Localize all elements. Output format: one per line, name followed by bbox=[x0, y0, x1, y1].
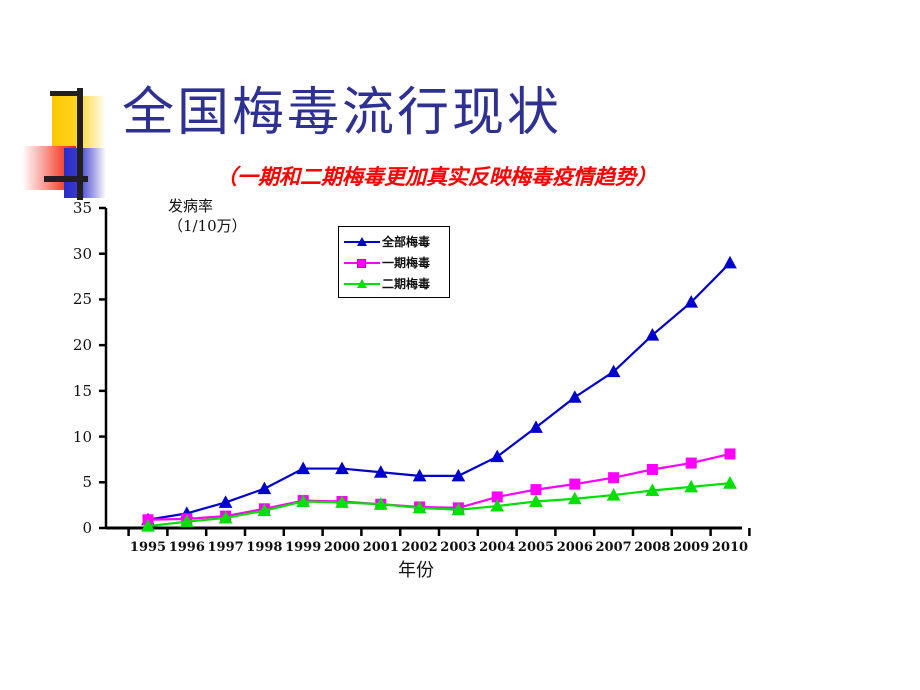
data-point bbox=[412, 500, 427, 514]
x-axis-tick-label: 2003 bbox=[440, 540, 477, 555]
data-point bbox=[645, 483, 660, 497]
logo-blue-square bbox=[64, 148, 106, 198]
y-axis-title-line2: （1/10万） bbox=[168, 217, 247, 236]
series-line bbox=[147, 262, 731, 521]
y-axis-tick-label: 0 bbox=[82, 519, 92, 537]
y-axis-tick-label: 15 bbox=[72, 381, 92, 400]
data-point bbox=[645, 328, 660, 341]
data-point bbox=[179, 514, 194, 528]
x-axis-tick-label: 2006 bbox=[556, 540, 593, 555]
data-point bbox=[451, 502, 466, 516]
page-title: 全国梅毒流行现状 bbox=[122, 85, 563, 142]
x-axis-tick-label: 2005 bbox=[517, 540, 555, 555]
legend-marker-all-syphilis bbox=[344, 235, 380, 249]
legend-item-2[interactable]: 二期梅毒 bbox=[344, 273, 444, 294]
legend-marker-secondary-syphilis bbox=[344, 277, 380, 291]
data-point bbox=[412, 468, 427, 482]
x-axis-tick-label: 2009 bbox=[673, 540, 710, 555]
data-point bbox=[218, 495, 233, 508]
series-1 bbox=[142, 448, 736, 526]
data-point bbox=[724, 448, 736, 460]
data-point bbox=[567, 390, 582, 403]
series-line bbox=[147, 452, 731, 521]
series-line bbox=[147, 482, 731, 528]
data-point bbox=[335, 495, 349, 508]
logo-horizontal-line-bottom bbox=[44, 176, 88, 182]
x-axis-title: 年份 bbox=[398, 560, 434, 581]
data-point bbox=[608, 472, 620, 484]
x-axis-tick-label: 1995 bbox=[129, 540, 167, 555]
y-axis-title: 发病率 （1/10万） bbox=[168, 196, 247, 237]
data-point bbox=[451, 468, 466, 482]
data-point bbox=[373, 465, 388, 478]
x-axis-tick-label: 1999 bbox=[285, 540, 322, 555]
data-point bbox=[296, 494, 311, 507]
chart-legend: 全部梅毒 一期梅毒 二期梅毒 bbox=[338, 226, 450, 298]
x-axis-tick-label: 2008 bbox=[634, 540, 671, 555]
x-axis-tick-label: 2002 bbox=[401, 540, 438, 555]
data-point bbox=[723, 476, 737, 489]
data-point bbox=[141, 519, 155, 532]
y-axis-tick-label: 5 bbox=[82, 473, 92, 492]
data-point bbox=[684, 479, 699, 493]
data-point bbox=[530, 484, 542, 496]
x-axis-tick-label: 1998 bbox=[246, 540, 283, 555]
data-point bbox=[606, 488, 621, 501]
y-axis-tick-label: 30 bbox=[72, 244, 92, 263]
series-2 bbox=[141, 476, 737, 532]
x-axis-tick-label: 2000 bbox=[323, 540, 361, 555]
page-subtitle: （一期和二期梅毒更加真实反映梅毒疫情趋势） bbox=[216, 164, 657, 189]
data-point bbox=[567, 491, 582, 505]
y-axis-tick-label: 25 bbox=[72, 290, 92, 309]
x-axis-tick-label: 2010 bbox=[711, 540, 749, 555]
y-axis-tick-label: 10 bbox=[72, 427, 92, 446]
x-axis-tick-label: 2001 bbox=[362, 540, 399, 555]
x-axis-tick-label: 1996 bbox=[168, 540, 205, 555]
logo-vertical-line bbox=[77, 88, 83, 200]
data-point bbox=[490, 499, 505, 512]
data-point bbox=[257, 481, 272, 495]
legend-marker-primary-syphilis bbox=[344, 256, 380, 270]
data-point bbox=[490, 449, 505, 463]
y-axis-tick-label: 20 bbox=[72, 336, 92, 355]
legend-label-2: 二期梅毒 bbox=[382, 277, 431, 291]
x-axis-tick-label: 1997 bbox=[207, 540, 244, 555]
data-point bbox=[646, 463, 658, 475]
legend-label-0: 全部梅毒 bbox=[382, 235, 431, 249]
data-point bbox=[606, 364, 621, 378]
data-point bbox=[529, 420, 543, 433]
data-point bbox=[529, 494, 543, 507]
series-0 bbox=[141, 255, 737, 526]
data-point bbox=[257, 503, 272, 517]
legend-item-0[interactable]: 全部梅毒 bbox=[344, 231, 444, 252]
data-point bbox=[723, 255, 737, 269]
data-point bbox=[373, 497, 388, 510]
legend-item-1[interactable]: 一期梅毒 bbox=[344, 252, 444, 273]
data-point bbox=[335, 461, 349, 475]
y-axis-tick-label: 35 bbox=[72, 199, 92, 217]
x-axis-tick-label: 2007 bbox=[595, 540, 632, 555]
data-point bbox=[296, 461, 311, 475]
legend-label-1: 一期梅毒 bbox=[382, 256, 431, 270]
data-point bbox=[218, 510, 233, 524]
data-point bbox=[685, 457, 697, 469]
y-axis-title-line1: 发病率 bbox=[168, 197, 214, 215]
x-axis-tick-label: 2004 bbox=[479, 540, 516, 555]
data-point bbox=[684, 295, 699, 308]
data-point bbox=[569, 478, 581, 490]
logo-horizontal-line-top bbox=[50, 91, 80, 96]
decorative-logo bbox=[18, 88, 128, 200]
